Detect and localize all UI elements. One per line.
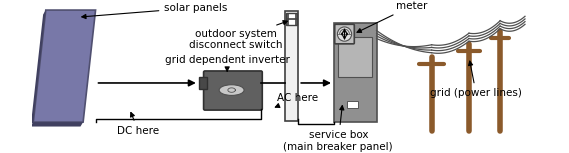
- FancyBboxPatch shape: [335, 24, 354, 44]
- Bar: [334, 23, 377, 122]
- Text: grid dependent inverter: grid dependent inverter: [164, 55, 290, 71]
- Polygon shape: [31, 122, 83, 127]
- Circle shape: [337, 27, 352, 41]
- Ellipse shape: [219, 85, 244, 95]
- Bar: [339, 37, 372, 77]
- Text: grid (power lines): grid (power lines): [430, 61, 522, 98]
- Polygon shape: [31, 10, 46, 127]
- Text: outdoor system
disconnect switch: outdoor system disconnect switch: [189, 21, 287, 50]
- Text: meter: meter: [357, 1, 427, 32]
- Bar: [199, 77, 207, 89]
- FancyBboxPatch shape: [204, 71, 262, 110]
- Bar: [286, 13, 298, 25]
- Bar: [347, 101, 358, 108]
- Text: DC here: DC here: [117, 112, 159, 136]
- Text: AC here: AC here: [275, 93, 318, 107]
- Text: solar panels: solar panels: [82, 3, 228, 19]
- Polygon shape: [34, 10, 96, 122]
- Bar: [285, 11, 298, 121]
- Text: service box
(main breaker panel): service box (main breaker panel): [283, 106, 393, 152]
